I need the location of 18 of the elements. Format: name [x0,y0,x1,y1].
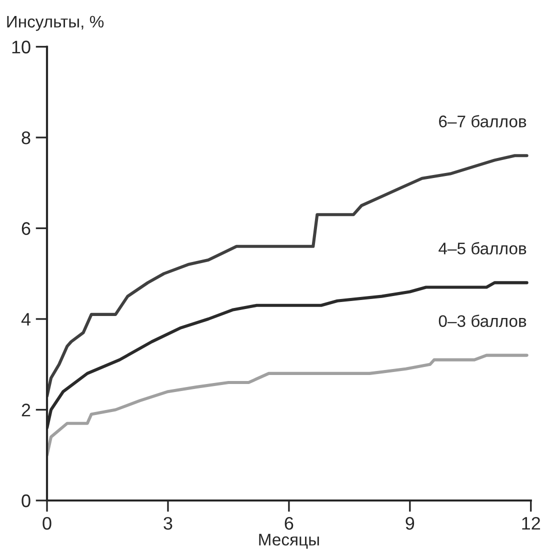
line-series [47,154,528,398]
series-label: 6–7 баллов [439,114,526,128]
x-axis-title: Месяцы [259,534,319,549]
x-tick-label: 12 [522,516,540,530]
y-tick-label: 6 [22,222,30,235]
y-tick-label: 0 [22,494,30,508]
y-tick-label: 10 [12,40,30,54]
y-tick-label: 2 [22,404,30,416]
line-series [47,354,528,457]
y-tick-label: 8 [22,131,30,144]
y-axis-title: Инсульты, % [7,16,104,31]
series-label: 0–3 баллов [438,314,526,328]
x-tick-label: 9 [406,516,414,530]
series-label: 4–5 баллов [438,242,526,254]
y-tick-label: 4 [21,313,31,326]
x-tick-label: 0 [42,516,52,530]
x-tick-label: 3 [164,516,172,530]
x-tick-label: 6 [284,516,294,530]
